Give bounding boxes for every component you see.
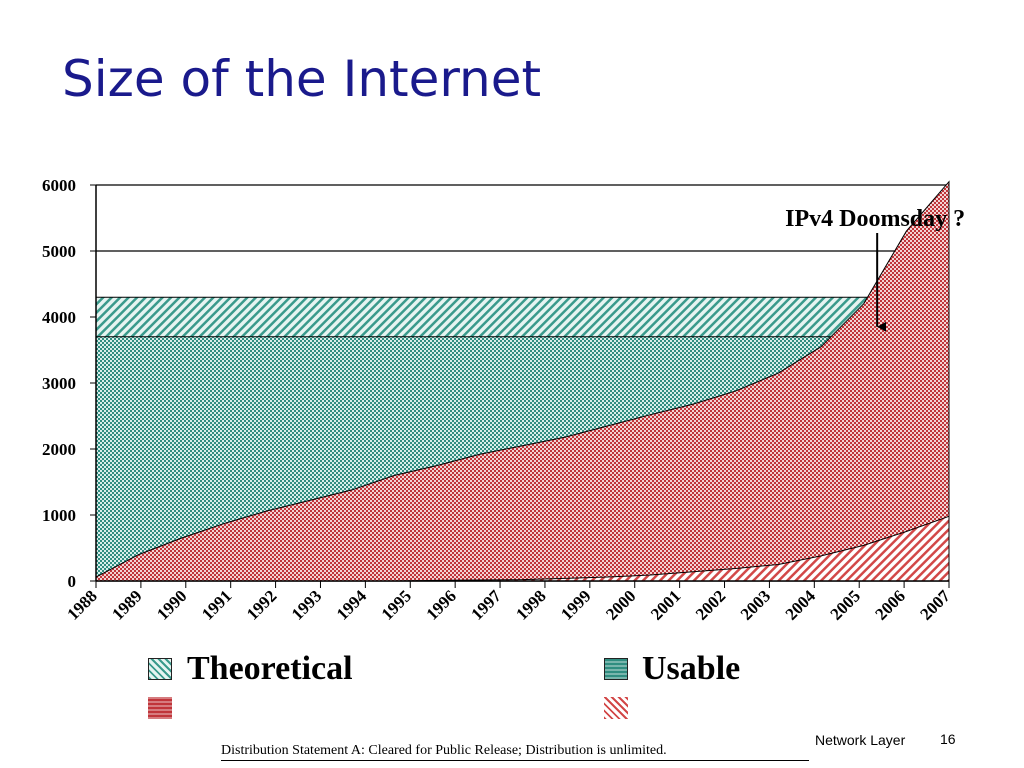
area-red-checker xyxy=(95,180,950,582)
legend-theoretical-label: Theoretical xyxy=(187,650,353,687)
theoretical-band xyxy=(96,297,949,337)
x-tick-label-2001: 2001 xyxy=(647,586,684,623)
theoretical-swatch xyxy=(148,658,172,680)
x-tick-label-1994: 1994 xyxy=(333,586,371,624)
x-tick-labels: 1988 1989 1990 1991 1992 1993 1994 1995 1996 1997… xyxy=(63,586,954,624)
y-tick-label-0: 0 xyxy=(68,572,77,591)
x-tick-label-2002: 2002 xyxy=(692,586,729,623)
x-tick-label-1989: 1989 xyxy=(108,586,145,623)
y-tick-label-6000: 6000 xyxy=(42,176,76,195)
x-tick-label-1988: 1988 xyxy=(63,586,100,623)
distribution-statement: Distribution Statement A: Cleared for Pu… xyxy=(221,743,667,758)
y-tick-labels: 0 1000 2000 3000 4000 5000 6000 xyxy=(42,176,76,591)
page-number: 16 xyxy=(940,731,956,747)
red-hatch-swatch xyxy=(604,697,628,719)
x-tick-label-2003: 2003 xyxy=(737,586,774,623)
x-tick-label-2007: 2007 xyxy=(916,586,954,624)
x-tick-label-1996: 1996 xyxy=(423,586,460,623)
x-tick-label-1993: 1993 xyxy=(288,586,325,623)
x-tick-label-2004: 2004 xyxy=(782,586,820,624)
x-tick-label-1990: 1990 xyxy=(153,586,190,623)
x-tick-label-1991: 1991 xyxy=(198,586,235,623)
y-tick-label-2000: 2000 xyxy=(42,440,76,459)
x-tick-label-2005: 2005 xyxy=(827,586,864,623)
y-tick-label-3000: 3000 xyxy=(42,374,76,393)
x-tick-label-2000: 2000 xyxy=(602,586,639,623)
usable-swatch xyxy=(604,658,628,680)
footer-underline xyxy=(221,760,809,761)
slide-title: Size of the Internet xyxy=(62,50,542,108)
y-tick-label-5000: 5000 xyxy=(42,242,76,261)
y-tick-label-4000: 4000 xyxy=(42,308,76,327)
x-tick-label-2006: 2006 xyxy=(871,586,908,623)
x-tick-label-1999: 1999 xyxy=(557,586,594,623)
y-tick-label-1000: 1000 xyxy=(42,506,76,525)
x-tick-label-1992: 1992 xyxy=(243,586,280,623)
doomsday-annotation: IPv4 Doomsday ? xyxy=(785,206,965,332)
footer-label: Network Layer xyxy=(815,732,906,748)
x-tick-label-1995: 1995 xyxy=(378,586,415,623)
x-tick-label-1998: 1998 xyxy=(512,586,549,623)
red-checker-swatch xyxy=(148,697,172,719)
doomsday-label: IPv4 Doomsday ? xyxy=(785,206,965,232)
legend-usable-label: Usable xyxy=(642,650,741,687)
axes xyxy=(90,184,950,588)
x-tick-label-1997: 1997 xyxy=(467,586,505,624)
